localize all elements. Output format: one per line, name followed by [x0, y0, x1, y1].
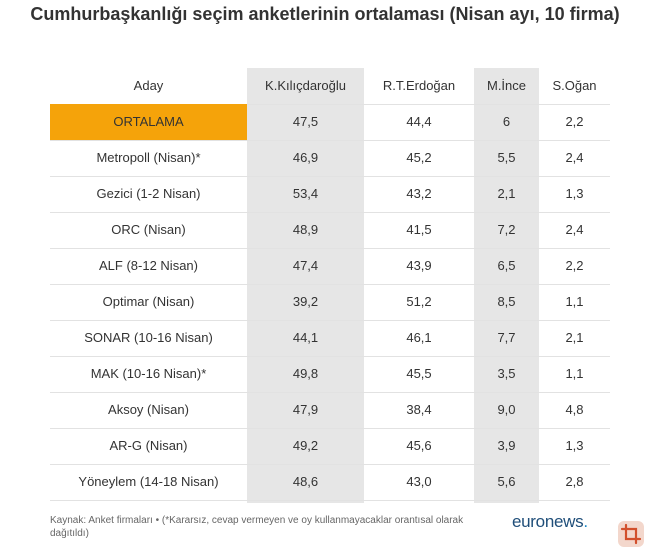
value-cell: 9,0: [497, 402, 516, 417]
value-cell: 2,4: [565, 150, 584, 165]
value-cell: 5,5: [497, 150, 516, 165]
value-cell: 3,5: [497, 366, 516, 381]
value-cell: 49,8: [292, 366, 319, 381]
source-footnote: Kaynak: Anket firmaları • (*Kararsız, ce…: [50, 515, 464, 539]
value-cell: 1,3: [565, 438, 584, 453]
value-cell: 1,3: [565, 186, 584, 201]
logo-dot: .: [583, 512, 588, 531]
value-cell: 48,9: [292, 222, 319, 237]
logo-text: euronews: [512, 512, 584, 531]
header-cell: M.İnce: [486, 78, 526, 93]
row-divider: [50, 392, 610, 393]
header-cell: Aday: [133, 78, 164, 93]
chart-title: Cumhurbaşkanlığı seçim anketlerinin orta…: [30, 4, 620, 24]
value-cell: 1,1: [565, 366, 584, 381]
value-cell: 8,5: [497, 294, 516, 309]
value-cell: 6: [502, 114, 511, 129]
row-divider: [50, 320, 610, 321]
average-highlight: [50, 104, 247, 140]
value-cell: 39,2: [292, 294, 319, 309]
euronews-logo: euronews.: [512, 512, 588, 532]
header-cell: K.Kılıçdaroğlu: [265, 78, 346, 93]
table-row: ORC (Nisan) 48,9 41,5 7,2 2,4: [50, 212, 610, 248]
row-label: ALF (8-12 Nisan): [99, 258, 198, 273]
value-cell: 2,4: [565, 222, 584, 237]
value-cell: 51,2: [406, 294, 432, 309]
table-row: AR-G (Nisan) 49,2 45,6 3,9 1,3: [50, 428, 610, 464]
value-cell: 43,2: [406, 186, 432, 201]
value-cell: 45,2: [406, 150, 432, 165]
row-label: Yöneylem (14-18 Nisan): [78, 474, 219, 489]
value-cell: 7,2: [497, 222, 516, 237]
poll-table: Aday K.Kılıçdaroğlu R.T.Erdoğan M.İnce S…: [50, 68, 610, 503]
row-label: Gezici (1-2 Nisan): [96, 186, 201, 201]
value-cell: 2,2: [565, 258, 584, 273]
value-cell: 45,5: [406, 366, 432, 381]
table-row: Optimar (Nisan) 39,2 51,2 8,5 1,1: [50, 284, 610, 320]
value-cell: 41,5: [406, 222, 432, 237]
table-row: MAK (10-16 Nisan)* 49,8 45,5 3,5 1,1: [50, 356, 610, 392]
value-cell: 46,9: [292, 150, 319, 165]
value-cell: 47,4: [292, 258, 319, 273]
value-cell: 2,1: [497, 186, 516, 201]
row-label: Optimar (Nisan): [102, 294, 195, 309]
value-cell: 53,4: [292, 186, 319, 201]
header-row: Aday K.Kılıçdaroğlu R.T.Erdoğan M.İnce S…: [50, 68, 610, 104]
value-cell: 4,8: [565, 402, 584, 417]
row-divider: [50, 500, 610, 501]
row-label: Aksoy (Nisan): [108, 402, 189, 417]
value-cell: 44,4: [406, 114, 432, 129]
table-row: Gezici (1-2 Nisan) 53,4 43,2 2,1 1,3: [50, 176, 610, 212]
header-cell: R.T.Erdoğan: [382, 78, 456, 93]
value-cell: 7,7: [497, 330, 516, 345]
row-label: ORC (Nisan): [111, 222, 186, 237]
value-cell: 2,2: [565, 114, 584, 129]
row-divider: [50, 248, 610, 249]
value-cell: 5,6: [497, 474, 516, 489]
table-row: Yöneylem (14-18 Nisan) 48,6 43,0 5,6 2,8: [50, 464, 610, 500]
row-divider: [50, 356, 610, 357]
value-cell: 43,9: [406, 258, 432, 273]
value-cell: 2,8: [565, 474, 584, 489]
table-row: SONAR (10-16 Nisan) 44,1 46,1 7,7 2,1: [50, 320, 610, 356]
row-label: AR-G (Nisan): [109, 438, 188, 453]
row-divider: [50, 212, 610, 213]
value-cell: 49,2: [292, 438, 319, 453]
value-cell: 45,6: [406, 438, 432, 453]
value-cell: 47,5: [292, 114, 319, 129]
value-cell: 6,5: [497, 258, 516, 273]
table-row: Metropoll (Nisan)* 46,9 45,2 5,5 2,4: [50, 140, 610, 176]
row-label: MAK (10-16 Nisan)*: [90, 366, 207, 381]
value-cell: 44,1: [292, 330, 319, 345]
table-row: ALF (8-12 Nisan) 47,4 43,9 6,5 2,2: [50, 248, 610, 284]
row-divider: [50, 464, 610, 465]
value-cell: 38,4: [406, 402, 432, 417]
crop-icon[interactable]: [618, 521, 644, 547]
value-cell: 48,6: [292, 474, 319, 489]
value-cell: 1,1: [565, 294, 584, 309]
row-label: Metropoll (Nisan)*: [96, 150, 201, 165]
average-row: ORTALAMA 47,5 44,4 6 2,2: [50, 104, 610, 140]
table-row: Aksoy (Nisan) 47,9 38,4 9,0 4,8: [50, 392, 610, 428]
value-cell: 46,1: [406, 330, 432, 345]
value-cell: 43,0: [406, 474, 432, 489]
row-label: SONAR (10-16 Nisan): [84, 330, 213, 345]
row-divider: [50, 104, 610, 105]
row-divider: [50, 176, 610, 177]
value-cell: 3,9: [497, 438, 516, 453]
row-divider: [50, 428, 610, 429]
row-label: ORTALAMA: [113, 114, 184, 129]
row-divider: [50, 284, 610, 285]
value-cell: 47,9: [292, 402, 319, 417]
row-divider: [50, 140, 610, 141]
value-cell: 2,1: [565, 330, 584, 345]
header-cell: S.Oğan: [552, 78, 597, 93]
